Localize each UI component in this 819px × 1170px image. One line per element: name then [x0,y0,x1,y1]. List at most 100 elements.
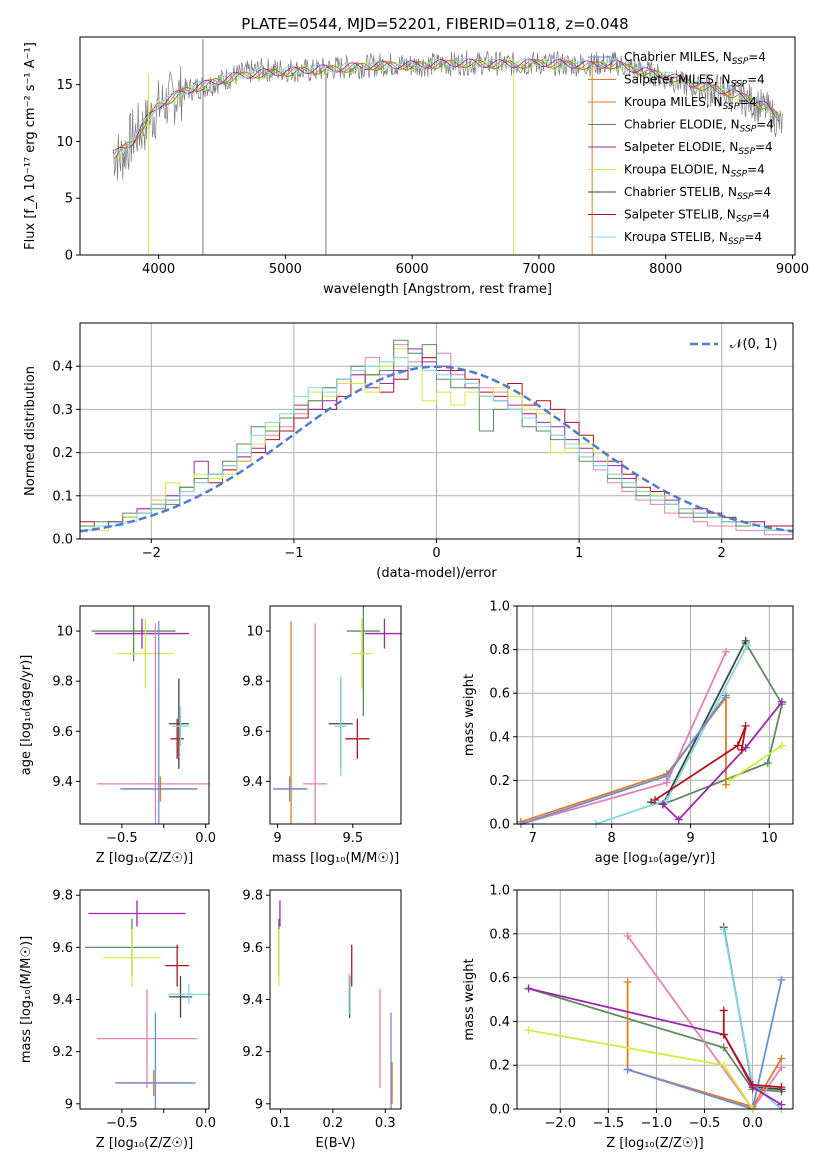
weight-line [654,725,747,801]
y-tick-label: 9.4 [242,993,263,1008]
plus-marker [777,975,786,984]
x-tick-label: 4000 [142,262,175,277]
x-tick-label: −1.5 [593,1116,625,1131]
y-tick-label: 0 [65,249,73,264]
data-spectrum-line [112,50,783,181]
x-tick-label: 0.0 [195,831,216,846]
y-tick-label: 0.8 [489,927,510,942]
weight-lines [524,923,786,1113]
plus-marker [719,1006,728,1015]
axes-frame [79,322,794,540]
weight-line [729,744,783,782]
y-axis-label: Flux [f_λ 10⁻¹⁷ erg cm⁻² s⁻¹ A⁻¹] [23,42,38,250]
y-tick-label: 9.4 [242,775,263,790]
x-tick-label: −1.0 [641,1116,673,1131]
weight-line [722,1010,782,1088]
plus-marker [777,1054,786,1063]
y-tick-label: 0.2 [52,446,73,461]
plus-marker [658,800,667,809]
y-tick-label: 10 [56,625,73,640]
x-tick-label: 9 [686,831,694,846]
y-tick-label: 9.4 [52,993,73,1008]
errorbars [85,900,209,1109]
legend-entry: Kroupa ELODIE, NSSP=4 [624,163,765,180]
plus-marker [623,931,632,940]
histograms [80,339,793,536]
x-tick-label: 8 [607,831,615,846]
plus-marker [719,1043,728,1052]
x-tick-label: 7 [529,831,537,846]
y-tick-label: 5 [65,192,73,207]
y-tick-label: 1.0 [489,884,510,899]
model-spectrum-line [113,58,780,152]
x-tick-label: −0.5 [106,831,138,846]
y-tick-label: 9.8 [242,675,263,690]
x-axis-label: Z [log₁₀(Z/Z☉)] [606,1136,703,1151]
errorbars [278,900,393,1109]
axes-frame [79,605,210,825]
x-tick-label: 2 [718,546,726,561]
y-tick-label: 9.8 [52,675,73,690]
axes-frame [269,605,402,825]
weight-line [662,642,783,806]
x-tick-label: −2 [142,546,161,561]
x-tick-label: −0.5 [689,1116,721,1131]
plus-marker [623,977,632,986]
y-tick-label: 0.0 [489,818,510,833]
plus-marker [777,697,786,706]
plus-marker [743,641,752,650]
y-tick-label: 9.4 [52,775,73,790]
plus-marker [524,1026,533,1035]
plus-marker [777,1083,786,1092]
plus-marker [662,796,671,805]
plus-marker [719,1061,728,1070]
plus-marker [777,1100,786,1109]
x-tick-label: −2.0 [544,1116,576,1131]
x-tick-label: 0.3 [375,1116,396,1131]
histogram-step [80,357,793,531]
plus-marker [674,815,683,824]
y-axis-label: mass [log₁₀(M/M☉)] [19,936,34,1063]
y-tick-label: 9 [255,1097,263,1112]
legend-entry: Kroupa STELIB, NSSP=4 [624,230,762,247]
plus-marker [719,925,728,934]
y-tick-label: 9.8 [242,889,263,904]
plus-marker [721,647,730,656]
plus-marker [733,741,742,750]
legend-entry: Salpeter STELIB, NSSP=4 [624,208,770,225]
plus-marker [623,1065,632,1074]
y-tick-label: 0.4 [489,730,510,745]
errorbars [273,606,401,824]
y-tick-label: 10 [56,135,73,150]
x-axis-label: (data-model)/error [376,566,497,581]
y-tick-label: 0.1 [52,489,73,504]
plus-marker [777,741,786,750]
plus-marker [777,1063,786,1072]
plus-marker [662,772,671,781]
axes-frame [516,889,794,1110]
axes-frame [516,605,794,825]
weight-line [662,701,783,821]
weight-line [528,987,782,1093]
y-tick-label: 0.0 [489,1103,510,1118]
x-tick-label: 8000 [649,262,682,277]
plus-marker [748,1080,757,1089]
x-tick-label: −0.5 [106,1116,138,1131]
plus-marker [721,691,730,700]
y-tick-label: 9.6 [52,941,73,956]
x-axis-label: age [log₁₀(age/yr)] [595,851,716,866]
x-tick-label: 0.1 [270,1116,291,1131]
y-tick-label: 9.8 [52,889,73,904]
x-axis-label: wavelength [Angstrom, rest frame] [323,282,552,297]
y-tick-label: 9.2 [242,1045,263,1060]
y-tick-label: 0.3 [52,403,73,418]
y-tick-label: 0.6 [489,971,510,986]
x-axis-label: Z [log₁₀(Z/Z☉)] [96,851,193,866]
x-axis-label: E(B-V) [315,1136,355,1151]
x-tick-label: 9.5 [342,831,363,846]
y-tick-label: 1.0 [489,600,510,615]
legend-entry: Chabrier STELIB, NSSP=4 [624,185,771,202]
x-tick-label: 0 [432,546,440,561]
x-axis-label: mass [log₁₀(M/M☉)] [272,851,399,866]
plus-marker [725,776,734,785]
